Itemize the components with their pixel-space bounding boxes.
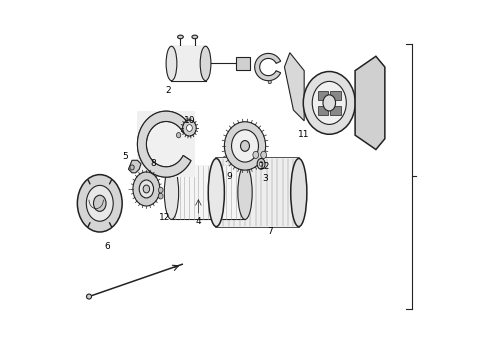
Ellipse shape [130, 165, 134, 170]
Ellipse shape [139, 180, 153, 198]
Ellipse shape [312, 81, 346, 125]
Ellipse shape [77, 175, 122, 232]
Ellipse shape [143, 185, 149, 193]
Text: 12: 12 [159, 213, 170, 222]
Ellipse shape [303, 72, 355, 134]
Ellipse shape [176, 132, 181, 138]
Ellipse shape [238, 166, 252, 220]
Ellipse shape [158, 193, 163, 199]
Text: 10: 10 [184, 116, 195, 125]
Polygon shape [355, 56, 385, 149]
Ellipse shape [192, 35, 197, 39]
Ellipse shape [323, 95, 336, 111]
Ellipse shape [224, 122, 266, 170]
Ellipse shape [86, 185, 113, 221]
Polygon shape [128, 160, 141, 173]
Ellipse shape [133, 172, 160, 206]
Ellipse shape [177, 35, 183, 39]
Ellipse shape [259, 162, 263, 166]
Polygon shape [285, 53, 304, 121]
Ellipse shape [208, 158, 224, 226]
Polygon shape [137, 111, 191, 177]
Ellipse shape [200, 46, 211, 81]
Ellipse shape [164, 166, 179, 220]
Text: 8: 8 [151, 159, 156, 168]
Ellipse shape [291, 158, 307, 226]
Polygon shape [255, 53, 281, 81]
Bar [216, 158, 299, 226]
Polygon shape [137, 111, 191, 177]
Bar [137, 111, 195, 177]
Text: 6: 6 [104, 242, 110, 251]
Ellipse shape [253, 151, 259, 158]
Ellipse shape [166, 46, 177, 81]
Text: 5: 5 [122, 152, 128, 161]
Text: 3: 3 [262, 174, 268, 183]
Ellipse shape [232, 130, 258, 162]
Bar [236, 57, 250, 70]
Ellipse shape [257, 158, 265, 169]
Bar [330, 106, 341, 115]
Bar [172, 166, 245, 220]
Text: 9: 9 [226, 172, 232, 181]
Text: 7: 7 [267, 228, 273, 237]
Bar [318, 91, 328, 100]
Text: 12: 12 [259, 162, 270, 171]
Ellipse shape [268, 81, 271, 84]
Ellipse shape [261, 151, 267, 158]
Bar [330, 91, 341, 100]
Ellipse shape [87, 294, 92, 299]
Ellipse shape [94, 195, 106, 211]
Text: 11: 11 [298, 130, 310, 139]
Ellipse shape [183, 120, 196, 136]
Ellipse shape [241, 140, 249, 151]
Ellipse shape [187, 125, 192, 131]
Bar [318, 106, 328, 115]
Text: 2: 2 [165, 86, 171, 95]
Text: 4: 4 [196, 217, 201, 226]
Ellipse shape [158, 187, 163, 193]
Bar [172, 46, 205, 81]
